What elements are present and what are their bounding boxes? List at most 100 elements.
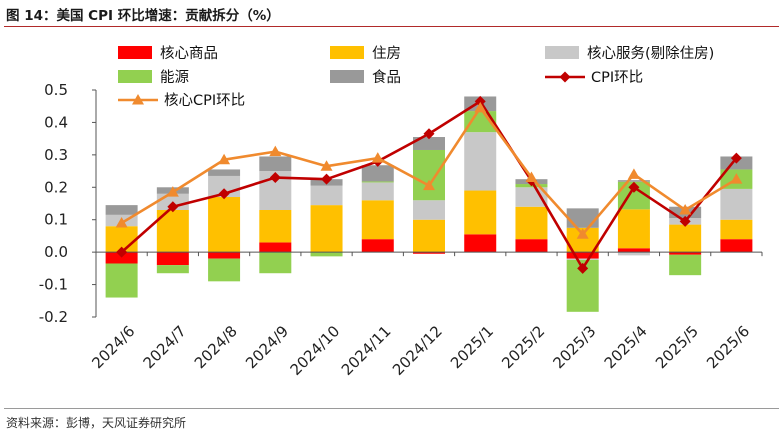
- chart-title: 图 14：美国 CPI 环比增速：贡献拆分（%）: [6, 8, 280, 24]
- bar-segment-1-8: [515, 206, 548, 240]
- series-0-point-4: [321, 173, 333, 185]
- y-tick-label-5: 0.3: [44, 146, 68, 164]
- series-0-point-9: [577, 262, 589, 274]
- bar-segment-0-9: [566, 252, 599, 259]
- x-tick-label-4: 2024/10: [287, 322, 344, 379]
- bar-segment-1-2: [208, 197, 241, 253]
- lines-layer: [115, 95, 743, 274]
- series-0-point-3: [269, 172, 281, 184]
- source-note: 资料来源：彭博，天风证券研究所: [6, 416, 187, 430]
- y-tick-label-3: 0.1: [44, 211, 68, 229]
- series-1-point-5: [371, 152, 384, 163]
- bar-segment-0-7: [464, 234, 497, 253]
- series-1-point-12: [730, 173, 743, 184]
- bar-segment-0-3: [259, 242, 292, 253]
- x-tick-label-6: 2024/12: [389, 322, 446, 379]
- legend-label-0: 核心商品: [160, 45, 218, 62]
- bar-segment-3-3: [259, 252, 292, 274]
- legend-swatch-6: [118, 94, 158, 105]
- series-1-point-1: [166, 186, 179, 197]
- bar-segment-2-10: [617, 252, 650, 256]
- bar-segment-1-11: [669, 224, 702, 253]
- legend-swatch-1: [330, 46, 364, 59]
- bar-segment-0-12: [720, 239, 753, 253]
- bar-segment-1-5: [361, 200, 394, 240]
- legend-label-6: 核心CPI环比: [164, 92, 245, 109]
- y-tick-label-6: 0.4: [44, 113, 68, 131]
- bar-segment-4-2: [208, 169, 241, 176]
- bar-segment-4-9: [566, 208, 599, 228]
- legend-swatch-4: [330, 70, 364, 83]
- series-1-point-11: [679, 203, 692, 215]
- bars-layer: [105, 96, 753, 312]
- bar-segment-4-0: [105, 205, 138, 215]
- title-rule: [4, 26, 779, 27]
- bar-segment-1-10: [617, 209, 650, 249]
- y-tick-label-2: 0.0: [44, 243, 68, 261]
- y-tick-label-0: -0.2: [39, 308, 68, 326]
- series-1-point-7: [474, 101, 487, 113]
- legend-swatch-2: [545, 46, 579, 59]
- bar-segment-0-0: [105, 252, 138, 264]
- series-1-point-3: [269, 145, 282, 157]
- x-tick-label-8: 2025/2: [498, 322, 548, 372]
- series-1-point-4: [320, 160, 333, 171]
- legend-label-5: CPI环比: [591, 69, 643, 86]
- x-tick-label-11: 2025/5: [652, 322, 702, 372]
- bar-segment-3-5: [361, 181, 394, 183]
- series-1-point-10: [627, 168, 640, 179]
- series-0-point-10: [628, 181, 640, 193]
- series-1-point-9: [576, 228, 589, 239]
- series-0-point-2: [218, 188, 230, 200]
- bar-segment-2-9: [566, 258, 599, 260]
- series-1-point-6: [423, 179, 435, 191]
- bar-segment-1-4: [310, 205, 343, 253]
- bar-segment-1-12: [720, 219, 753, 240]
- bar-segment-0-8: [515, 239, 548, 253]
- bar-segment-4-3: [259, 156, 292, 172]
- bar-segment-1-7: [464, 190, 497, 235]
- legend-label-1: 住房: [372, 45, 401, 62]
- x-tick-label-0: 2024/6: [88, 322, 138, 372]
- series-0-point-11: [679, 215, 691, 227]
- bar-segment-3-11: [669, 254, 702, 276]
- bar-segment-0-6: [413, 252, 445, 254]
- axes-layer: [92, 89, 763, 318]
- bar-segment-4-5: [361, 165, 394, 182]
- bar-segment-0-1: [156, 252, 189, 266]
- x-tick-label-9: 2025/3: [549, 322, 599, 372]
- legend-swatch-3: [118, 70, 152, 83]
- legend-swatch-0: [118, 46, 152, 59]
- series-0-point-6: [423, 128, 435, 140]
- bar-segment-1-6: [413, 219, 445, 253]
- legend-label-4: 食品: [372, 69, 401, 86]
- bar-segment-0-11: [669, 252, 702, 255]
- bar-segment-0-5: [361, 239, 394, 253]
- bar-segment-0-10: [617, 248, 650, 253]
- x-tick-label-1: 2024/7: [140, 322, 190, 372]
- bar-segment-1-3: [259, 209, 292, 243]
- x-tick-label-7: 2025/1: [447, 322, 497, 372]
- x-tick-label-3: 2024/9: [242, 322, 292, 372]
- series-1-point-8: [525, 171, 538, 183]
- y-tick-label-4: 0.2: [44, 178, 68, 196]
- footer-rule: [4, 408, 779, 409]
- legend-swatch-5: [545, 71, 585, 83]
- x-tick-label-5: 2024/11: [338, 322, 395, 379]
- bar-segment-3-7: [464, 111, 497, 133]
- series-0-point-0: [116, 246, 128, 258]
- bar-segment-4-6: [413, 137, 445, 150]
- legend-label-3: 能源: [160, 69, 189, 86]
- y-tick-labels: -0.2 -0.1 0.0 0.1 0.2 0.3 0.4 0.5: [39, 81, 68, 326]
- y-tick-label-7: 0.5: [44, 81, 68, 99]
- bar-segment-2-4: [310, 185, 343, 206]
- bar-segment-2-5: [361, 182, 394, 201]
- x-tick-label-10: 2025/4: [601, 322, 651, 372]
- legend-label-2: 核心服务(剔除住房): [587, 45, 714, 62]
- series-0-point-1: [167, 201, 179, 213]
- series-0-point-12: [730, 152, 742, 164]
- series-1-point-0: [115, 216, 128, 228]
- x-tick-labels: 2024/6 2024/7 2024/8 2024/92024/102024/1120…: [88, 322, 753, 379]
